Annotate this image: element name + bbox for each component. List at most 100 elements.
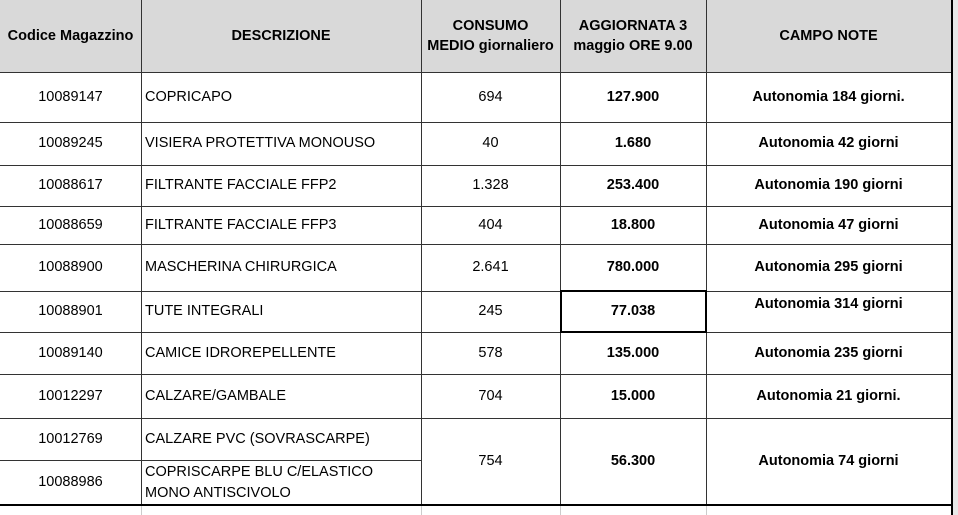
cell-text: 10089147 — [38, 88, 103, 105]
table-cell: 704 — [421, 374, 561, 419]
cell-text: 253.400 — [606, 177, 660, 194]
table-cell: CALZARE PVC (SOVRASCARPE) — [141, 418, 422, 461]
table-cell: Autonomia 235 giorni — [706, 332, 952, 375]
table-cell: 15.000 — [560, 374, 707, 419]
header-cell: DESCRIZIONE — [141, 0, 422, 73]
table-cell: 253.400 — [560, 165, 707, 207]
grid-line — [706, 506, 707, 515]
table-cell: Autonomia 42 giorni — [706, 122, 952, 166]
cell-text: VISIERA PROTETTIVA MONOUSO — [145, 135, 376, 152]
cell-text: 404 — [478, 216, 503, 233]
grid-line — [421, 506, 422, 515]
cell-text: 245 — [478, 303, 503, 320]
cell-text: CONSUMO — [452, 17, 529, 34]
cell-text: 10088900 — [38, 259, 103, 276]
table-cell: COPRICAPO — [141, 72, 422, 123]
cell-text: 10088617 — [38, 177, 103, 194]
cell-text: 56.300 — [610, 453, 656, 470]
cell-text: DESCRIZIONE — [231, 27, 331, 44]
table-cell: 18.800 — [560, 206, 707, 245]
cell-text: COPRICAPO — [145, 88, 233, 105]
table-cell: 10089140 — [0, 332, 142, 375]
cell-text: 1.680 — [614, 135, 652, 152]
cell-text: 40 — [482, 135, 499, 152]
table-cell: CAMICE IDROREPELLENTE — [141, 332, 422, 375]
table-cell: Autonomia 190 giorni — [706, 165, 952, 207]
table-cell: 10012297 — [0, 374, 142, 419]
cell-text: 578 — [478, 344, 503, 361]
table-cell: 1.328 — [421, 165, 561, 207]
table-cell: FILTRANTE FACCIALE FFP3 — [141, 206, 422, 245]
table-cell: 10088617 — [0, 165, 142, 207]
table-cell: 780.000 — [560, 244, 707, 292]
cell-text: 2.641 — [472, 259, 509, 276]
cell-text: AGGIORNATA 3 — [578, 17, 688, 34]
cell-text: 780.000 — [606, 259, 660, 276]
grid-line — [560, 506, 561, 515]
cell-text: FILTRANTE FACCIALE FFP2 — [145, 177, 337, 194]
cell-text: 10012769 — [38, 430, 103, 447]
cell-text: 694 — [478, 88, 503, 105]
table-cell: 404 — [421, 206, 561, 245]
cell-text: 18.800 — [610, 216, 656, 233]
table-cell: CALZARE/GAMBALE — [141, 374, 422, 419]
table-cell: Autonomia 184 giorni. — [706, 72, 952, 123]
cell-text: 704 — [478, 387, 503, 404]
sheet-edge — [951, 0, 958, 515]
cell-text: 1.328 — [472, 177, 509, 194]
table-cell: 56.300 — [560, 418, 707, 506]
selection — [560, 290, 707, 333]
cell-text: Autonomia 190 giorni — [754, 177, 903, 194]
table-cell: MASCHERINA CHIRURGICA — [141, 244, 422, 292]
cell-text: 10088986 — [38, 474, 103, 491]
header-cell: CONSUMO MEDIO giornaliero — [421, 0, 561, 73]
table-cell: 578 — [421, 332, 561, 375]
next-row — [0, 506, 951, 515]
cell-text: MEDIO giornaliero — [427, 38, 554, 54]
header-cell: AGGIORNATA 3 maggio ORE 9.00 — [560, 0, 707, 73]
table-cell: 127.900 — [560, 72, 707, 123]
cell-text: CALZARE/GAMBALE — [145, 387, 287, 404]
table-cell: 1.680 — [560, 122, 707, 166]
table-cell: 245 — [421, 291, 561, 333]
table-cell: 135.000 — [560, 332, 707, 375]
table-cell: COPRISCARPE BLU C/ELASTICO MONO ANTISCIV… — [141, 460, 422, 506]
table-cell: 10089147 — [0, 72, 142, 123]
cell-text: 127.900 — [606, 88, 660, 105]
table-cell: 10012769 — [0, 418, 142, 461]
cell-text: Autonomia 42 giorni — [758, 135, 899, 152]
cell-text: CAMPO NOTE — [779, 27, 878, 44]
cell-text: Autonomia 235 giorni — [754, 344, 903, 361]
cell-text: Autonomia 74 giorni — [758, 453, 899, 470]
table-cell: 754 — [421, 418, 561, 506]
cell-text: 135.000 — [606, 344, 660, 361]
cell-text: COPRISCARPE BLU C/ELASTICO MONO ANTISCIV… — [145, 464, 374, 501]
table-cell: 10088986 — [0, 460, 142, 506]
table-cell: 10088900 — [0, 244, 142, 292]
cell-text: 10088659 — [38, 216, 103, 233]
cell-text: 10088901 — [38, 303, 103, 320]
table-cell: Autonomia 47 giorni — [706, 206, 952, 245]
table-cell: Autonomia 21 giorni. — [706, 374, 952, 419]
grid-line — [141, 506, 142, 515]
table-cell: Autonomia 314 giorni — [706, 291, 952, 333]
cell-text: 754 — [478, 453, 503, 470]
cell-text: 10089245 — [38, 135, 103, 152]
cell-text: 77.038 — [610, 303, 656, 320]
cell-text: FILTRANTE FACCIALE FFP3 — [145, 216, 337, 233]
table-cell: VISIERA PROTETTIVA MONOUSO — [141, 122, 422, 166]
cell-text: Autonomia 47 giorni — [758, 216, 899, 233]
table-cell: FILTRANTE FACCIALE FFP2 — [141, 165, 422, 207]
table-cell: 10089245 — [0, 122, 142, 166]
header-cell: Codice Magazzino — [0, 0, 142, 73]
cell-text: maggio ORE 9.00 — [573, 38, 693, 54]
cell-text: Autonomia 21 giorni. — [756, 387, 901, 404]
table-cell: TUTE INTEGRALI — [141, 291, 422, 333]
table-cell: 10088901 — [0, 291, 142, 333]
cell-text: CALZARE PVC (SOVRASCARPE) — [145, 430, 370, 447]
cell-text: CAMICE IDROREPELLENTE — [145, 344, 336, 361]
cell-text: Autonomia 314 giorni — [754, 296, 903, 312]
cell-text: 15.000 — [610, 387, 656, 404]
cell-text: Codice Magazzino — [7, 27, 134, 44]
